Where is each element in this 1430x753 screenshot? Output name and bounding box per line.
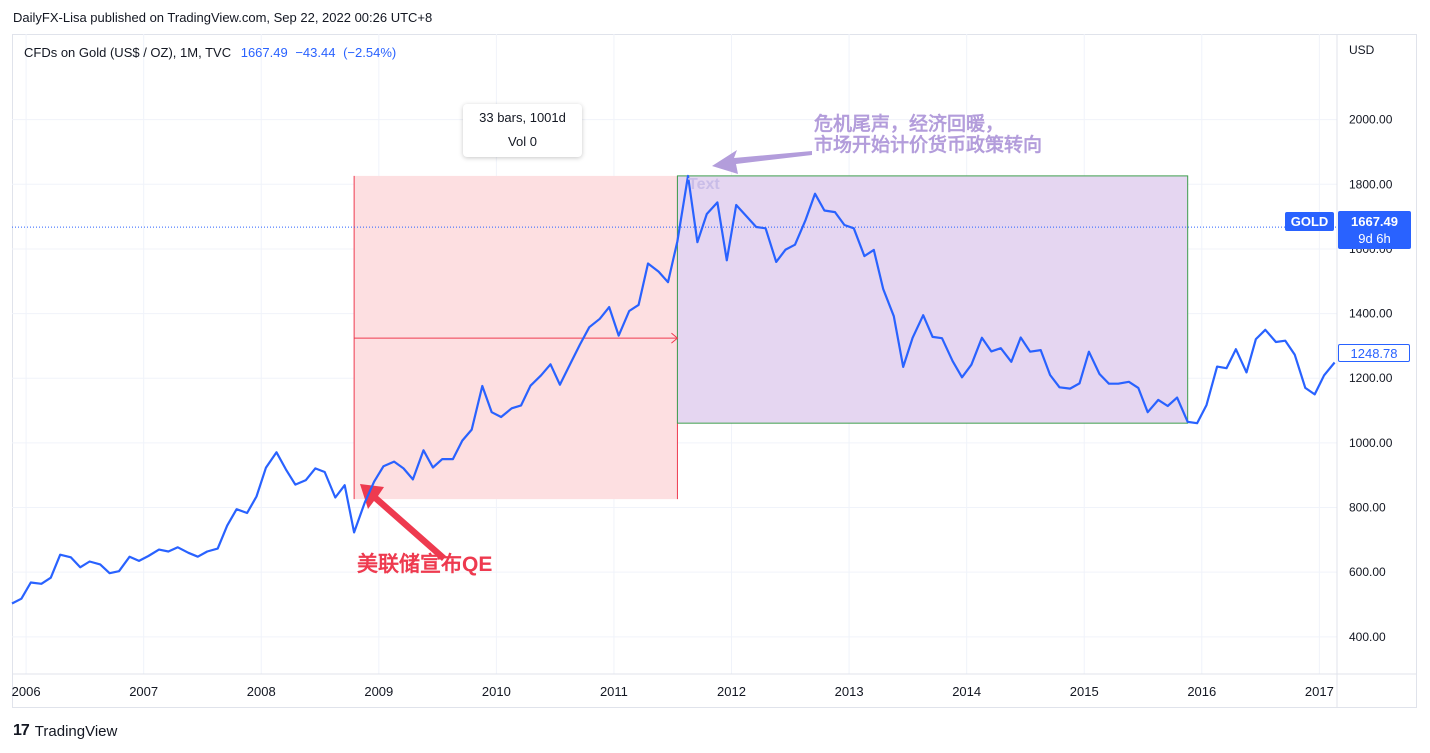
x-tick-label: 2014 <box>952 684 981 699</box>
y-tick-label: 1000.00 <box>1349 436 1393 450</box>
legend-change-pct: (−2.54%) <box>343 45 397 60</box>
x-tick-label: 2011 <box>600 684 628 699</box>
footer-brand: TradingView <box>34 722 118 740</box>
x-tick-label: 2009 <box>364 684 393 699</box>
y-tick-label: 600.00 <box>1349 565 1386 579</box>
x-tick-label: 2015 <box>1070 684 1099 699</box>
tooltip-bars: 33 bars, 1001d <box>479 110 566 125</box>
recovery-annotation[interactable]: 危机尾声，经济回暖， 市场开始计价货币政策转向 <box>814 114 1042 156</box>
legend-change: −43.44 <box>295 45 336 60</box>
publish-info: DailyFX-Lisa published on TradingView.co… <box>13 10 433 25</box>
footer[interactable]: 17 TradingView <box>13 722 117 740</box>
x-tick-label: 2006 <box>12 684 41 699</box>
text-annotation[interactable]: Text <box>688 176 720 193</box>
current-price-tag: 1667.49 9d 6h <box>1338 211 1411 249</box>
tooltip-volume: Vol 0 <box>508 134 537 149</box>
y-tick-label: 2000.00 <box>1349 113 1393 127</box>
legend-last: 1667.49 <box>240 45 288 60</box>
chart-drawings <box>12 150 1337 561</box>
x-tick-label: 2008 <box>247 684 276 699</box>
tradingview-logo-icon: 17 <box>13 722 30 739</box>
y-tick-label: 400.00 <box>1349 630 1386 644</box>
bar-countdown: 9d 6h <box>1358 231 1391 246</box>
symbol-tag: GOLD <box>1285 212 1334 231</box>
recovery-range-box <box>676 175 1189 424</box>
recovery-annotation-line2: 市场开始计价货币政策转向 <box>814 135 1043 156</box>
legend-symbol: CFDs on Gold (US$ / OZ), 1M, TVC <box>24 45 232 60</box>
x-tick-label: 2017 <box>1305 684 1334 699</box>
y-tick-label: 1200.00 <box>1349 371 1393 385</box>
recovery-arrow-icon <box>712 150 812 174</box>
recovery-annotation-line1: 危机尾声，经济回暖， <box>814 114 1005 135</box>
gold-price-line <box>11 174 1336 605</box>
qe-annotation[interactable]: 美联储宣布QE <box>357 553 493 576</box>
y-tick-label: 1400.00 <box>1349 307 1393 321</box>
chart-frame <box>12 34 1417 708</box>
x-tick-label: 2012 <box>717 684 746 699</box>
current-price-value: 1667.49 <box>1351 214 1398 229</box>
x-tick-label: 2010 <box>482 684 511 699</box>
x-tick-label: 2013 <box>835 684 864 699</box>
price-series <box>11 174 1336 605</box>
range-arrow-head <box>671 332 679 344</box>
x-tick-label: 2007 <box>129 684 158 699</box>
currency-label: USD <box>1349 43 1375 57</box>
legend-values: 1667.49 −43.44 (−2.54%) <box>241 45 401 60</box>
x-tick-label: 2016 <box>1187 684 1216 699</box>
qe-arrow-icon <box>360 484 446 561</box>
y-tick-label: 1800.00 <box>1349 177 1393 191</box>
chart-legend[interactable]: CFDs on Gold (US$ / OZ), 1M, TVC 1667.49… <box>24 45 400 60</box>
qe-date-range-box <box>354 175 678 500</box>
y-tick-label: 800.00 <box>1349 501 1386 515</box>
range-tooltip: 33 bars, 1001d Vol 0 <box>463 104 582 157</box>
last-visible-price-tag: 1248.78 <box>1338 344 1410 362</box>
